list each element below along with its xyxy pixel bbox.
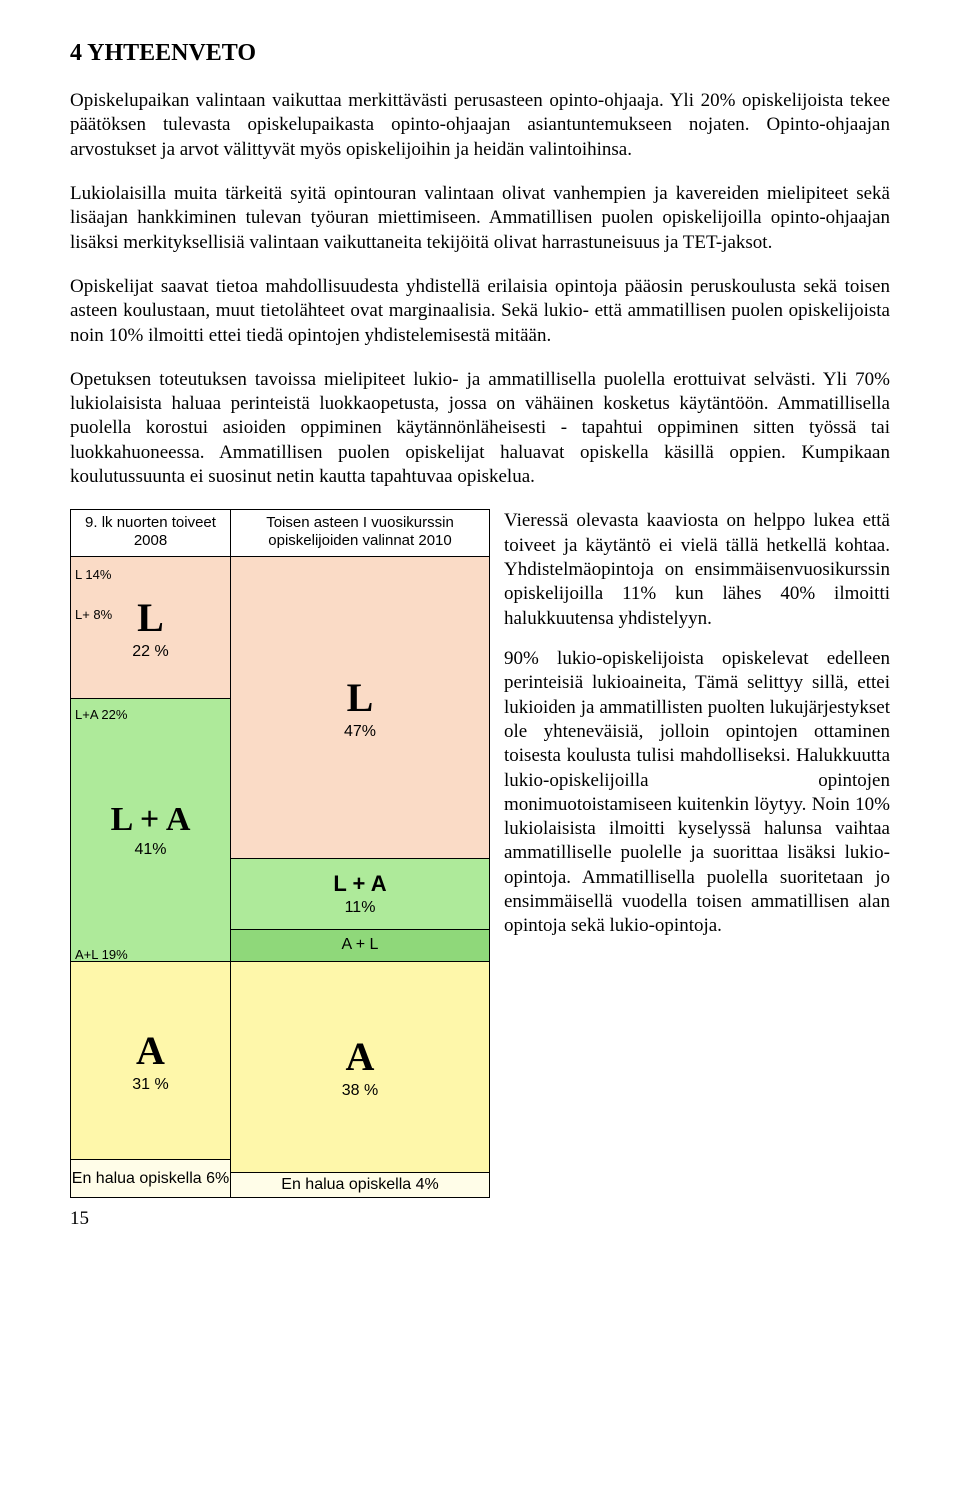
chart-segment: L + A 11%: [231, 858, 489, 928]
chart-segment: En halua opiskella 4%: [231, 1172, 489, 1198]
chart-header: 9. lk nuorten toiveet 2008 Toisen asteen…: [71, 510, 489, 557]
page-heading: 4 YHTEENVETO: [70, 40, 890, 67]
chart-column-right: L 47% L + A 11% A + L A 38 % En halua opiskella…: [231, 557, 489, 1197]
chart-header-right: Toisen asteen I vuosikurssin opiskelijoi…: [231, 510, 489, 556]
chart-segment: A + L: [231, 929, 489, 961]
chart-segment: L + A 41%: [71, 698, 230, 960]
segment-percent: 41%: [134, 841, 166, 859]
side-text: Vieressä olevasta kaaviosta on helppo lu…: [504, 509, 890, 954]
segment-label: L + A: [111, 801, 191, 839]
paragraph-1: Opiskelupaikan valintaan vaikuttaa merki…: [70, 89, 890, 162]
segment-label: L + A: [333, 871, 386, 897]
chart-container: 9. lk nuorten toiveet 2008 Toisen asteen…: [70, 509, 490, 1198]
segment-percent: 31 %: [132, 1076, 168, 1094]
chart-side-label: A+L 19%: [75, 947, 128, 962]
segment-percent: 47%: [344, 723, 376, 741]
side-paragraph-2: 90% lukio-opiskelijoista opiskelevat ede…: [504, 647, 890, 939]
chart-side-label: L+ 8%: [75, 607, 112, 622]
segment-label: En halua opiskella 6%: [72, 1170, 229, 1188]
chart-segment: A 38 %: [231, 961, 489, 1172]
chart-column-left: L 22 % L + A 41% A 31 % En halua opiskella 6% L…: [71, 557, 231, 1197]
paragraph-4: Opetuksen toteutuksen tavoissa mielipite…: [70, 368, 890, 490]
chart-side-label: L+A 22%: [75, 707, 127, 722]
chart-segment: L 47%: [231, 557, 489, 858]
chart-body: L22 %L + A41%A31 %En halua opiskella 6%L…: [71, 557, 489, 1197]
segment-label: L: [347, 674, 374, 721]
chart-side-label: L 14%: [75, 567, 111, 582]
segment-label: En halua opiskella 4%: [281, 1176, 438, 1194]
segment-label: A + L: [342, 936, 379, 954]
side-paragraph-1: Vieressä olevasta kaaviosta on helppo lu…: [504, 509, 890, 631]
segment-percent: 11%: [345, 899, 376, 917]
diagram-row: 9. lk nuorten toiveet 2008 Toisen asteen…: [70, 509, 890, 1198]
paragraph-2: Lukiolaisilla muita tärkeitä syitä opint…: [70, 182, 890, 255]
segment-percent: 38 %: [342, 1082, 378, 1100]
chart-segment: En halua opiskella 6%: [71, 1159, 230, 1197]
page-number: 15: [70, 1208, 890, 1230]
stacked-chart: 9. lk nuorten toiveet 2008 Toisen asteen…: [70, 509, 490, 1198]
paragraph-3: Opiskelijat saavat tietoa mahdollisuudes…: [70, 275, 890, 348]
segment-label: A: [136, 1027, 165, 1074]
chart-header-left: 9. lk nuorten toiveet 2008: [71, 510, 231, 556]
chart-segment: A 31 %: [71, 961, 230, 1159]
segment-label: A: [346, 1033, 375, 1080]
segment-percent: 22 %: [132, 643, 168, 661]
segment-label: L: [137, 594, 164, 641]
